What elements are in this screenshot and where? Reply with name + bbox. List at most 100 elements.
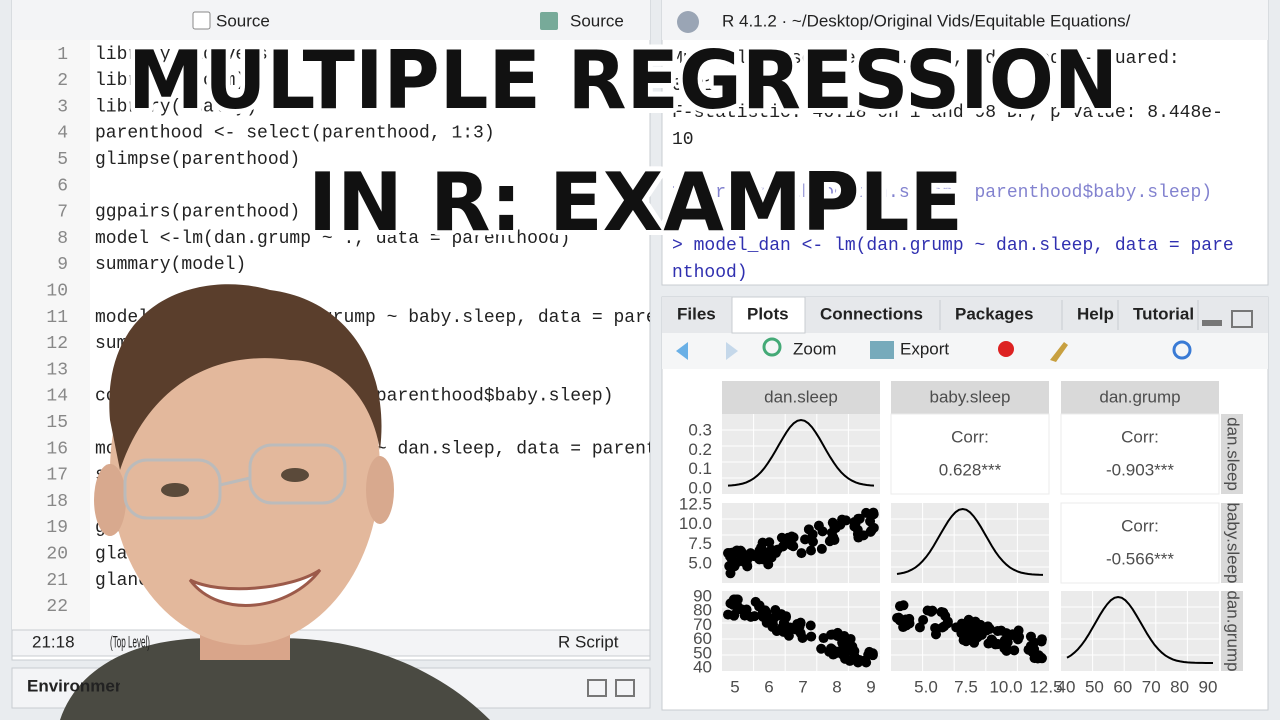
scatter-point bbox=[726, 547, 737, 558]
scatter-point bbox=[1029, 637, 1040, 648]
tab[interactable]: Packages bbox=[955, 304, 1033, 323]
scatter-point bbox=[969, 626, 980, 637]
toolbar-button[interactable]: Export bbox=[900, 339, 949, 358]
broom-icon[interactable] bbox=[1050, 342, 1068, 362]
scatter-point bbox=[770, 605, 781, 616]
thumbnail-title: MULTIPLE REGRESSION bbox=[128, 34, 1118, 127]
source-icon[interactable] bbox=[540, 12, 558, 30]
corr-value: 0.628*** bbox=[939, 460, 1002, 479]
thumbnail-title: IN R: EXAMPLE bbox=[308, 156, 963, 249]
y-tick-label: 90 bbox=[693, 586, 712, 605]
scatter-point bbox=[922, 605, 933, 616]
maximize[interactable] bbox=[1231, 310, 1253, 328]
y-tick-label: 60 bbox=[693, 629, 712, 648]
sync-icon[interactable] bbox=[1172, 340, 1192, 360]
tab[interactable]: Files bbox=[677, 304, 716, 323]
pane-title[interactable]: Environment bbox=[27, 676, 131, 695]
strip-label: dan.sleep bbox=[764, 387, 838, 406]
code-line: summary(model) bbox=[95, 255, 246, 275]
remove-icon[interactable] bbox=[998, 341, 1014, 357]
console-input: nthood) bbox=[672, 263, 748, 283]
gutter bbox=[12, 40, 90, 630]
x-tick-label: 5.0 bbox=[914, 677, 938, 696]
minimize[interactable] bbox=[1202, 320, 1222, 326]
scatter-point bbox=[866, 525, 877, 536]
code-line: ggpairs(parenthood) bbox=[95, 203, 300, 223]
zoom-icon[interactable] bbox=[762, 337, 782, 357]
corr-label: Corr: bbox=[1121, 516, 1159, 535]
line-number: 17 bbox=[46, 466, 68, 486]
line-number: 6 bbox=[57, 176, 68, 196]
toolbar-button[interactable]: Source bbox=[216, 11, 270, 30]
strip-group: dan.sleep bbox=[1224, 417, 1243, 491]
console-pane bbox=[661, 0, 1269, 286]
maximize[interactable] bbox=[615, 679, 635, 697]
x-tick-label: 60 bbox=[1113, 677, 1132, 696]
scatter-point bbox=[749, 611, 760, 622]
tab[interactable]: Connections bbox=[820, 304, 923, 323]
checkbox[interactable] bbox=[192, 11, 211, 30]
console-input: > cor(parenthood$dan.sleep, parenthood$b… bbox=[672, 183, 1212, 203]
console-header: R 4.1.2 · ~/Desktop/Original Vids/Equita… bbox=[722, 11, 1131, 30]
line-number: 13 bbox=[46, 360, 68, 380]
strip-label: baby.sleep bbox=[930, 387, 1011, 406]
scatter-point bbox=[918, 615, 929, 626]
scatter-point bbox=[990, 639, 1001, 650]
line-number: 20 bbox=[46, 544, 68, 564]
line-number: 9 bbox=[57, 255, 68, 275]
scatter-point bbox=[739, 557, 750, 568]
scatter-point bbox=[936, 607, 947, 618]
code-line: library(tidyverse) bbox=[95, 45, 289, 65]
toolbar-button[interactable]: Source bbox=[570, 11, 624, 30]
strip bbox=[1221, 591, 1243, 671]
line-number: 3 bbox=[57, 97, 68, 117]
strip-label: baby.sleep bbox=[1224, 503, 1243, 584]
scatter-point bbox=[805, 620, 816, 631]
export-icon[interactable] bbox=[870, 341, 894, 359]
tab[interactable]: Tutorial bbox=[1133, 304, 1194, 323]
tab[interactable]: Plots bbox=[747, 304, 789, 323]
y-tick-label: 70 bbox=[693, 615, 712, 634]
line-number: 11 bbox=[46, 308, 68, 328]
toolbar-button[interactable]: Zoom bbox=[793, 339, 836, 358]
scatter-point bbox=[767, 621, 778, 632]
scatter-point bbox=[818, 633, 829, 644]
y-tick-label: 10.0 bbox=[679, 514, 712, 533]
strip-group: baby.sleep bbox=[1224, 503, 1243, 584]
scatter-point bbox=[800, 534, 811, 545]
scatter-point bbox=[839, 630, 850, 641]
line-number: 5 bbox=[57, 150, 68, 170]
scatter-point bbox=[756, 542, 767, 553]
line-number: 1 bbox=[57, 45, 68, 65]
file-type[interactable]: R Script bbox=[558, 632, 619, 651]
x-tick-label: 5 bbox=[730, 677, 739, 696]
scatter-point bbox=[778, 617, 789, 628]
line-number: 18 bbox=[46, 492, 68, 512]
code-line: parenthood <- select(parenthood, 1:3) bbox=[95, 124, 495, 144]
strip bbox=[891, 381, 1049, 414]
x-tick-label: 10.0 bbox=[989, 677, 1022, 696]
scatter-point bbox=[761, 551, 772, 562]
line-number: 2 bbox=[57, 71, 68, 91]
scatter-point bbox=[806, 545, 817, 556]
x-tick-label: 40 bbox=[1057, 677, 1076, 696]
y-tick-label: 0.3 bbox=[688, 420, 712, 439]
x-tick-label: 6 bbox=[764, 677, 773, 696]
scatter-point bbox=[783, 532, 794, 543]
scatter-point bbox=[951, 622, 962, 633]
corr-value: -0.903*** bbox=[1106, 460, 1174, 479]
active-tab[interactable] bbox=[731, 296, 806, 334]
line-number: 8 bbox=[57, 229, 68, 249]
line-number: 22 bbox=[46, 597, 68, 617]
tab[interactable]: Help bbox=[1077, 304, 1114, 323]
forward-arrow[interactable] bbox=[726, 342, 738, 360]
line-number: 10 bbox=[46, 281, 68, 301]
restore[interactable] bbox=[587, 679, 607, 697]
scatter-point bbox=[937, 622, 948, 633]
strip bbox=[1221, 414, 1243, 494]
scatter-point bbox=[904, 618, 915, 629]
strip-label: dan.grump bbox=[1099, 387, 1180, 406]
back-arrow[interactable] bbox=[676, 342, 688, 360]
scatter-point bbox=[1036, 636, 1047, 647]
